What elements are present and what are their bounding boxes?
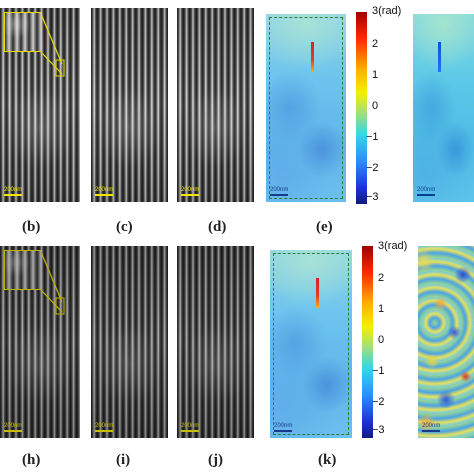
scale-label: 200nm — [95, 423, 114, 429]
panel-label-k: (k) — [318, 452, 337, 468]
fringe-image-row2-3: 200nm — [177, 246, 254, 438]
scale-label: 200nm — [4, 423, 23, 429]
colorbar-tick: −2 — [372, 396, 385, 408]
zoom-inset-row1 — [4, 12, 42, 52]
fringe-image-row2-1: 200nm — [0, 246, 80, 438]
colorbar-row2 — [362, 246, 373, 438]
colorbar-tick: −2 — [366, 162, 379, 174]
colorbar-tick: −3 — [366, 191, 379, 203]
panel-label-e: (e) — [316, 219, 333, 235]
phase-marker-red — [316, 278, 319, 308]
inset-callout-lines-row2 — [40, 251, 65, 315]
panel-label-c: (c) — [116, 219, 133, 235]
colorbar-tick: −3 — [372, 424, 385, 436]
scale-label: 200nm — [181, 423, 200, 429]
scale-bar — [95, 430, 113, 432]
roi-outline — [273, 253, 349, 435]
scale-label: 200nm — [274, 423, 293, 429]
colorbar-tick: 3(rad) — [372, 5, 402, 17]
fringe-image-row1-1: 200nm — [0, 8, 80, 202]
panel-label-b: (b) — [22, 219, 41, 235]
colorbar-tick: 0 — [378, 334, 385, 346]
scale-label: 200nm — [4, 187, 23, 193]
scale-bar — [417, 194, 435, 196]
scale-label: 200nm — [95, 187, 114, 193]
colorbar-tick: 3(rad) — [378, 240, 408, 252]
phase-marker-blue — [438, 42, 441, 72]
scale-bar — [181, 194, 199, 196]
fringe-image-row1-3: 200nm — [177, 8, 254, 202]
colorbar-tick: 1 — [372, 69, 379, 81]
scale-label: 200nm — [417, 187, 436, 193]
scale-label: 200nm — [422, 423, 441, 429]
scale-bar — [4, 430, 22, 432]
fringe-image-row2-2: 200nm — [91, 246, 168, 438]
scale-bar — [274, 430, 292, 432]
colorbar-tick: 0 — [372, 100, 379, 112]
inset-callout-lines-row1 — [40, 13, 65, 77]
fringe-image-row1-2: 200nm — [91, 8, 168, 202]
colorbar-tick: 2 — [372, 38, 379, 50]
colorbar-tick: −1 — [372, 365, 385, 377]
phase-map-row2: 200nm — [270, 250, 352, 438]
colorbar-tick: −1 — [366, 131, 379, 143]
colorbar-tick: 2 — [378, 272, 385, 284]
colorbar-row1 — [356, 12, 367, 204]
phase-map-row1-right: 200nm — [413, 14, 474, 202]
panel-label-d: (d) — [208, 219, 227, 235]
scale-bar — [422, 430, 440, 432]
scale-bar — [95, 194, 113, 196]
panel-label-h: (h) — [22, 452, 41, 468]
phase-map-row2-right: 200nm — [418, 246, 474, 438]
scale-bar — [181, 430, 199, 432]
scale-bar — [270, 194, 288, 196]
panel-label-i: (i) — [116, 452, 131, 468]
scale-bar — [4, 194, 22, 196]
scale-label: 200nm — [181, 187, 200, 193]
roi-outline — [269, 17, 343, 199]
panel-label-j: (j) — [208, 452, 223, 468]
colorbar-tick: 1 — [378, 303, 385, 315]
phase-marker-red — [311, 42, 314, 72]
zoom-inset-row2 — [4, 250, 42, 290]
scale-label: 200nm — [270, 187, 289, 193]
phase-map-row1: 200nm — [266, 14, 346, 202]
